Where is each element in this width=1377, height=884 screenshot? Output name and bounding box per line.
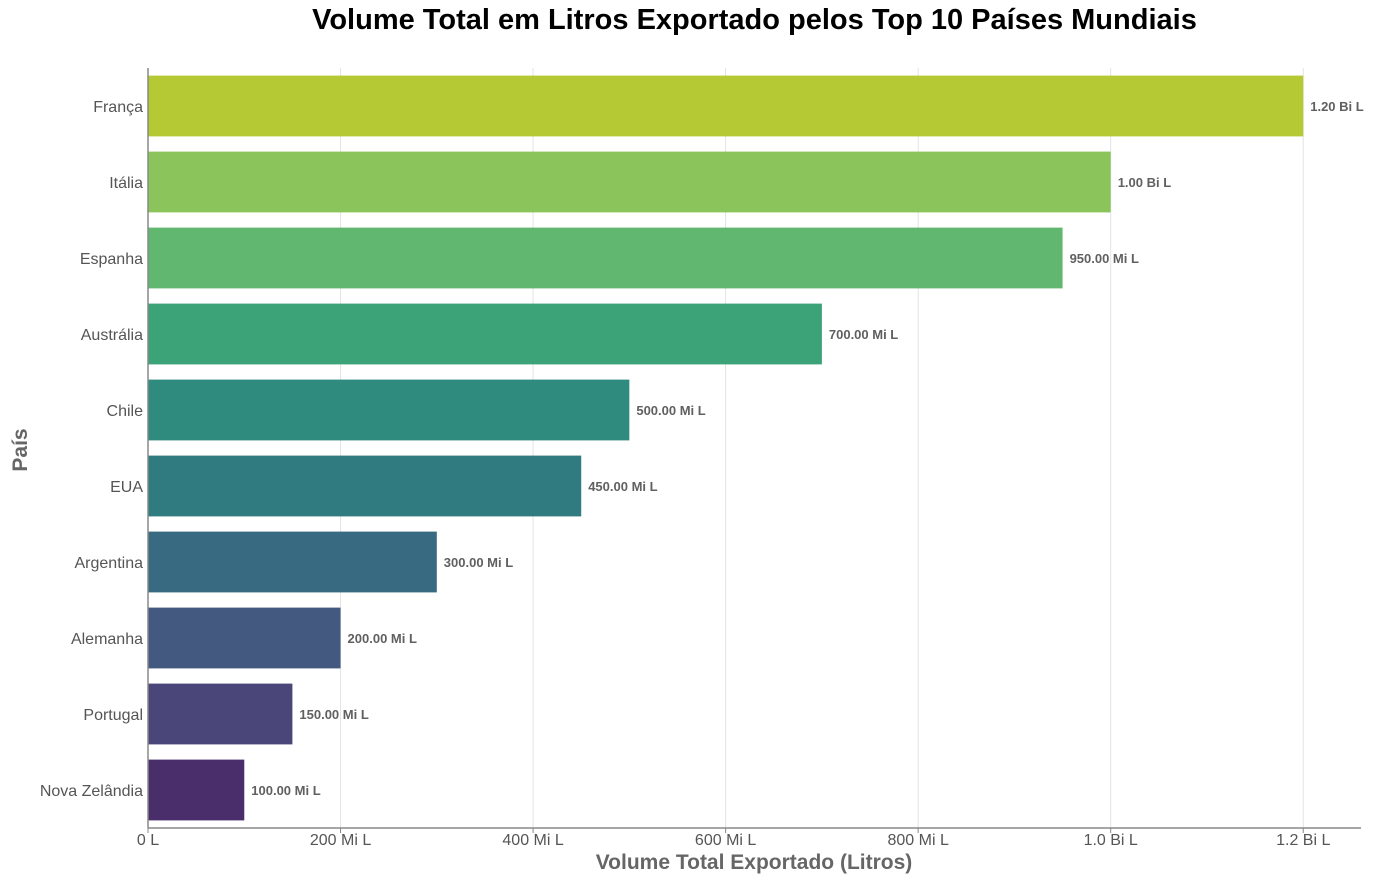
x-tick-labels: 0 L 200 Mi L 400 Mi L 600 Mi L 800 Mi L 1.0 B…: [137, 828, 1330, 849]
bar: [148, 75, 1304, 137]
bar: [148, 759, 245, 821]
bar: [148, 683, 293, 745]
x-tick-label: 200 Mi L: [310, 832, 371, 849]
x-tick-label: 600 Mi L: [695, 832, 756, 849]
bars: [148, 75, 1304, 821]
bar: [148, 455, 582, 517]
y-axis-title: País: [9, 428, 32, 471]
data-labels: 1.20 Bi L 1.00 Bi L 950.00 Mi L 700.00 Mi L…: [251, 99, 1363, 798]
chart-title: Volume Total em Litros Exportado pelos T…: [312, 4, 1197, 36]
data-label: 300.00 Mi L: [444, 555, 513, 570]
y-tick-label: França: [93, 99, 143, 116]
y-tick-label: Alemanha: [71, 631, 143, 648]
axes: [147, 68, 1361, 829]
data-label: 1.00 Bi L: [1118, 175, 1172, 190]
x-tick-label: 0 L: [137, 832, 159, 849]
bar: [148, 607, 341, 669]
x-tick-label: 800 Mi L: [887, 832, 948, 849]
x-tick-label: 1.2 Bi L: [1276, 832, 1330, 849]
data-label: 500.00 Mi L: [636, 403, 705, 418]
y-tick-labels: França Itália Espanha Austrália Chile EUA Arge…: [40, 99, 143, 800]
x-tick-label: 1.0 Bi L: [1084, 832, 1138, 849]
data-label: 1.20 Bi L: [1310, 99, 1364, 114]
y-tick-label: Argentina: [75, 555, 144, 572]
bar: [148, 531, 437, 593]
bar: [148, 379, 630, 441]
data-label: 100.00 Mi L: [251, 783, 320, 798]
bar: [148, 151, 1111, 213]
bar: [148, 227, 1063, 289]
y-tick-label: Nova Zelândia: [40, 783, 143, 800]
y-tick-label: Chile: [107, 403, 144, 420]
y-tick-label: Itália: [109, 175, 143, 192]
data-label: 150.00 Mi L: [299, 707, 368, 722]
data-label: 200.00 Mi L: [348, 631, 417, 646]
y-tick-label: EUA: [110, 479, 143, 496]
y-tick-label: Portugal: [83, 707, 143, 724]
y-tick-label: Espanha: [80, 251, 143, 268]
x-tick-label: 400 Mi L: [502, 832, 563, 849]
data-label: 450.00 Mi L: [588, 479, 657, 494]
data-label: 950.00 Mi L: [1070, 251, 1139, 266]
y-tick-label: Austrália: [81, 327, 143, 344]
bar: [148, 303, 822, 365]
x-axis-title: Volume Total Exportado (Litros): [596, 851, 913, 874]
data-label: 700.00 Mi L: [829, 327, 898, 342]
